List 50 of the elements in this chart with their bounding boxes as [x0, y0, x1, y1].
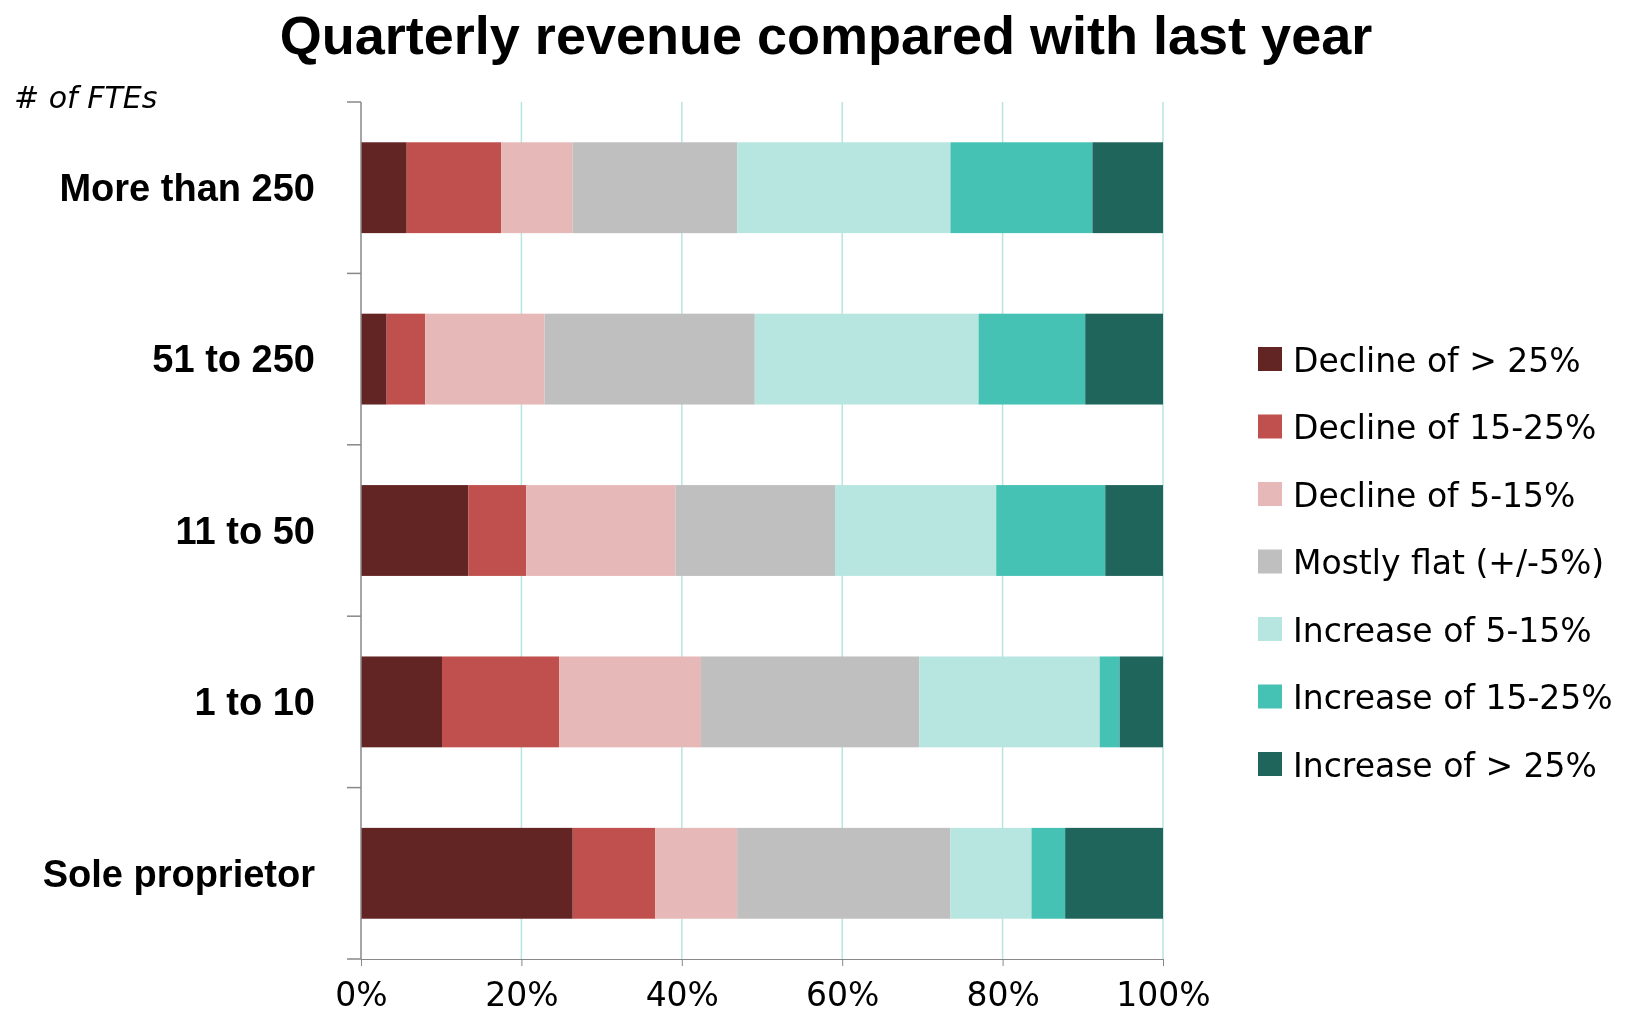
bar [406, 142, 502, 234]
bar [361, 656, 442, 748]
y-tick-label: Sole proprietor [42, 852, 316, 895]
bar [675, 485, 835, 576]
x-tick-label: 60% [806, 974, 880, 1014]
chart-title: Quarterly revenue compared with last year [279, 5, 1373, 65]
bar [361, 827, 573, 919]
bar [950, 142, 1093, 234]
bar [361, 142, 407, 234]
bar [501, 142, 573, 234]
legend-label: Increase of 5-15% [1293, 610, 1592, 650]
bar [468, 485, 527, 576]
bar [1065, 827, 1163, 919]
bar [526, 485, 676, 576]
bar [1092, 142, 1163, 234]
legend-label: Decline of > 25% [1293, 340, 1581, 380]
bar [572, 142, 738, 234]
bar [1099, 656, 1120, 748]
bar [386, 313, 426, 405]
x-tick-label: 0% [335, 974, 388, 1014]
x-tick-label: 100% [1116, 974, 1211, 1014]
y-tick-label: 51 to 250 [152, 338, 315, 381]
legend-label: Increase of > 25% [1293, 745, 1597, 785]
y-axis-title: # of FTEs [14, 80, 158, 115]
y-tick-label: 1 to 10 [194, 681, 315, 724]
bar [1105, 485, 1163, 576]
legend-label: Decline of 5-15% [1293, 475, 1576, 515]
bar [361, 313, 387, 405]
bar [1085, 313, 1163, 405]
bar [572, 827, 656, 919]
x-tick-label: 20% [485, 974, 559, 1014]
bar [737, 827, 951, 919]
bar [425, 313, 545, 405]
bar [701, 656, 920, 748]
y-tick-label: More than 250 [59, 167, 315, 209]
bar [559, 656, 702, 748]
bar [442, 656, 560, 748]
y-tick-label: 11 to 50 [175, 509, 315, 552]
bar [361, 485, 469, 576]
bar [996, 485, 1106, 576]
bar [1119, 656, 1163, 748]
legend-label: Increase of 15-25% [1293, 678, 1613, 718]
x-tick-label: 80% [966, 974, 1040, 1014]
bar [544, 313, 755, 405]
legend-label: Decline of 15-25% [1293, 408, 1597, 448]
x-tick-label: 40% [645, 974, 719, 1014]
bar [1031, 827, 1066, 919]
bar [655, 827, 738, 919]
legend-label: Mostly flat (+/-5%) [1293, 543, 1605, 583]
bar [978, 313, 1086, 405]
